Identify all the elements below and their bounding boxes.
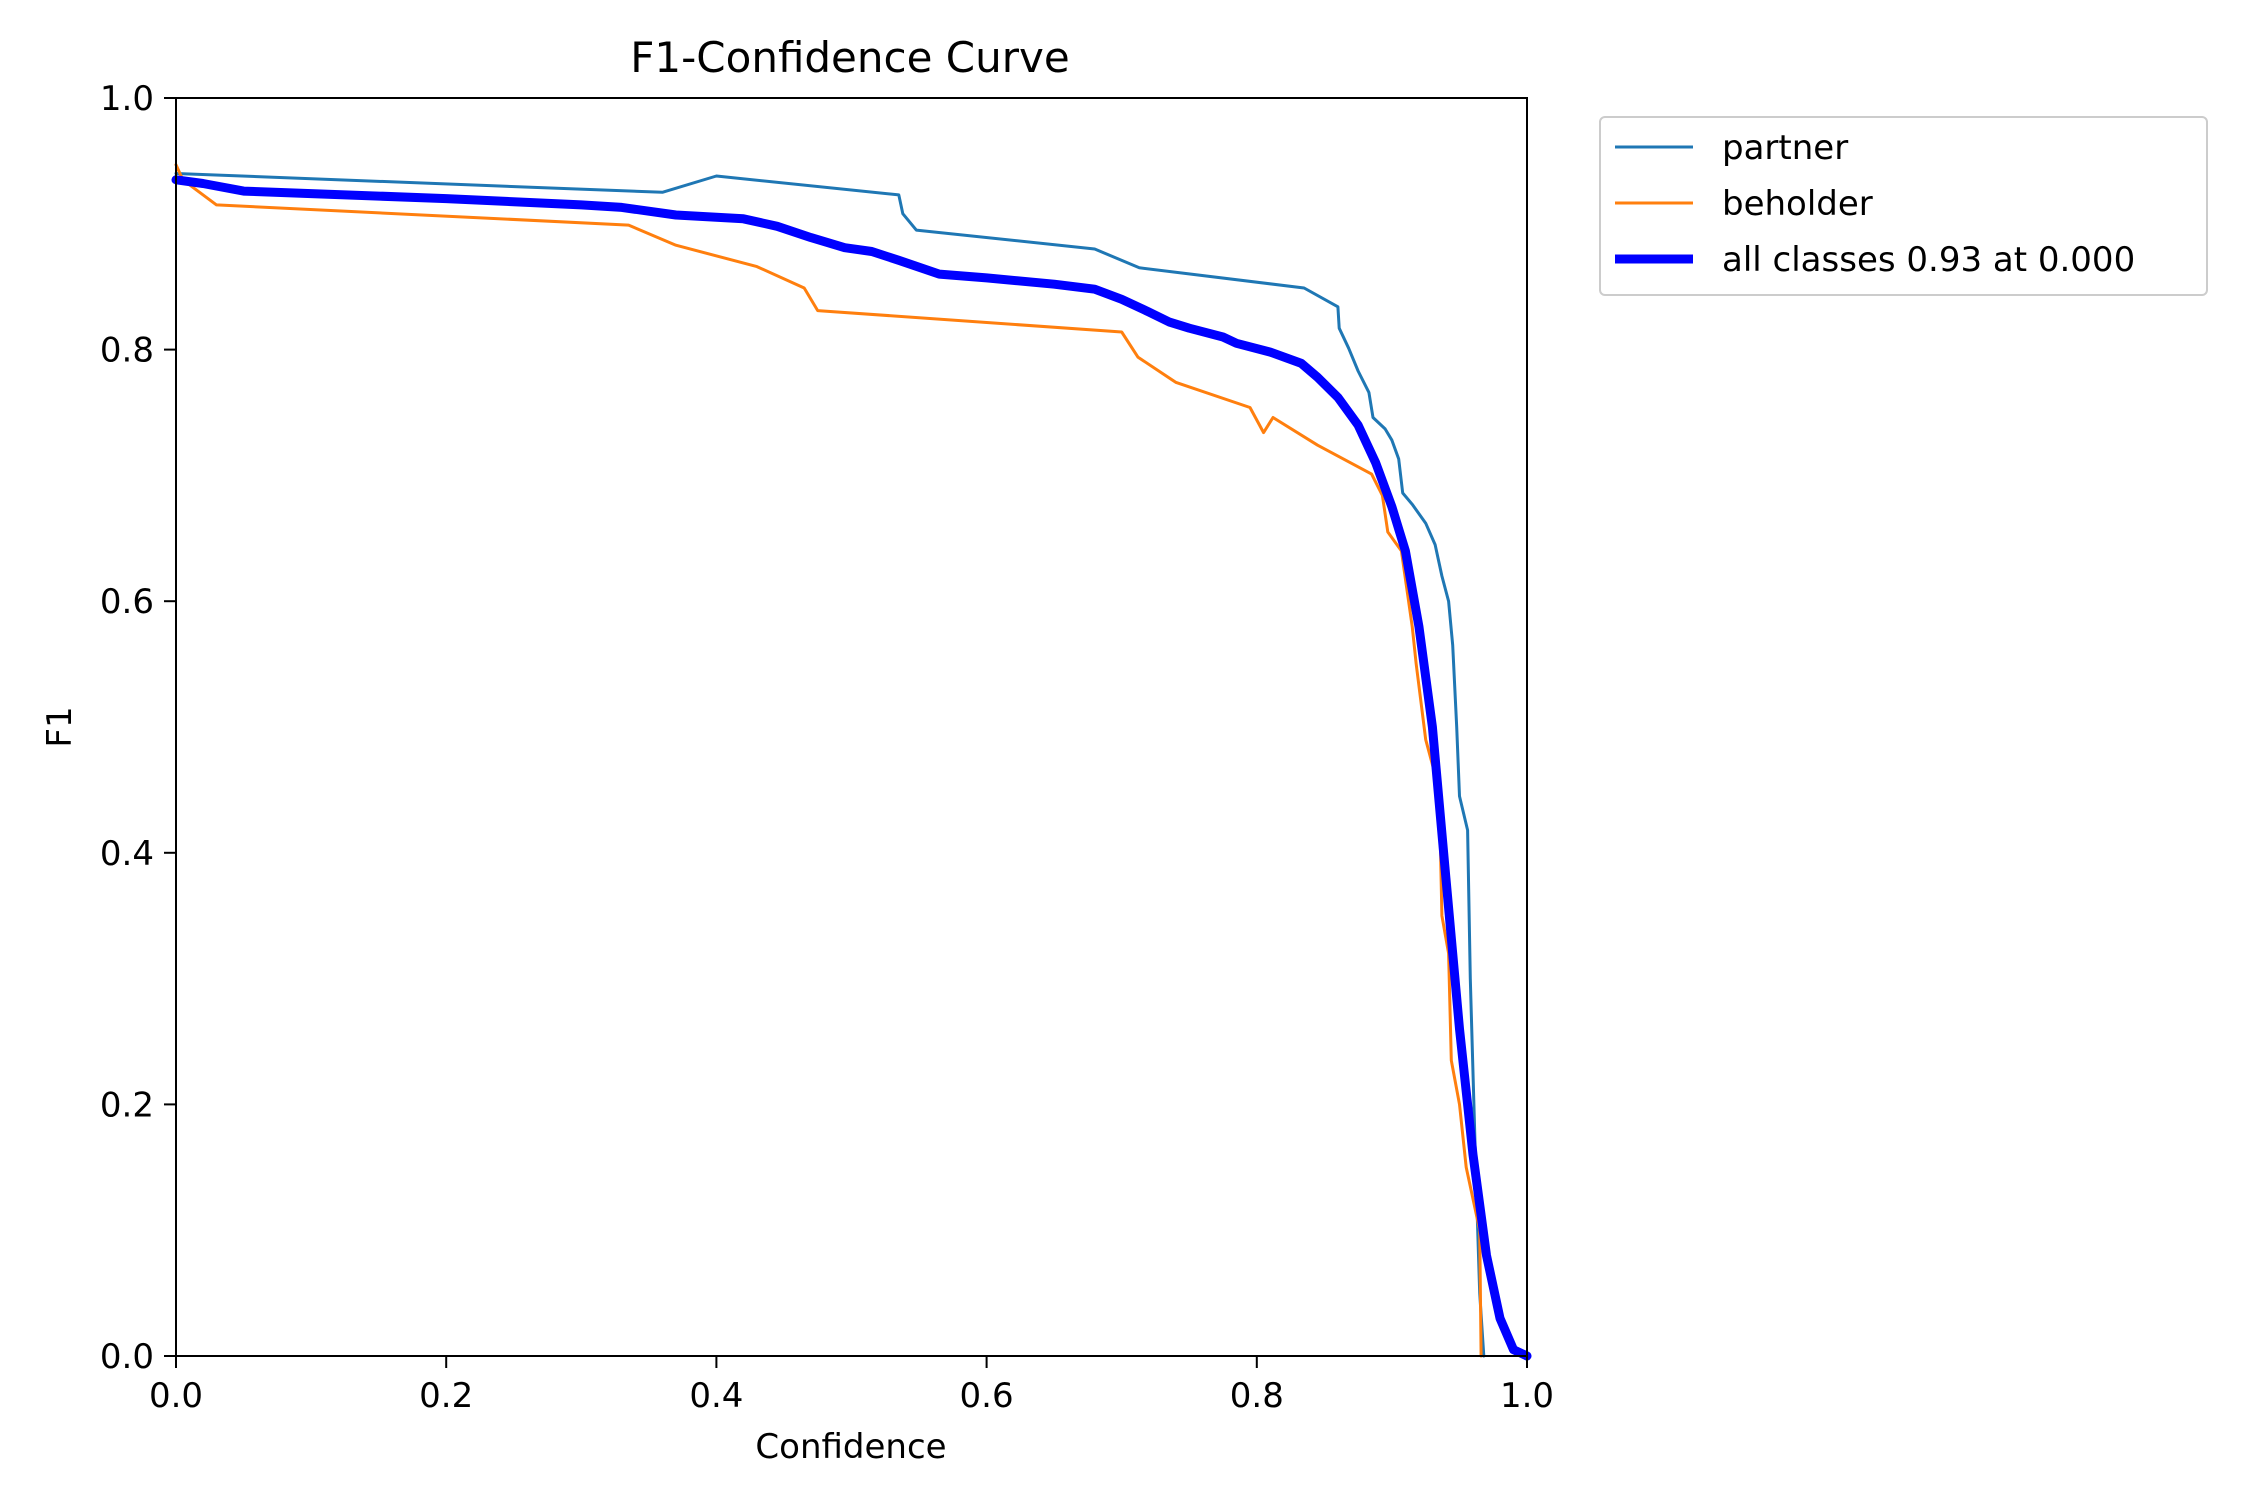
series-layer [171, 163, 1532, 1361]
plot-area-frame [175, 97, 1528, 1357]
y-tick-label: 0.0 [100, 1337, 154, 1377]
x-tick-label: 0.0 [149, 1376, 203, 1416]
legend-label-all-classes-0-93-at-0-000: all classes 0.93 at 0.000 [1722, 240, 2135, 280]
legend-label-beholder: beholder [1722, 184, 1873, 224]
y-tick-label: 0.2 [100, 1085, 154, 1125]
x-axis-label: Confidence [755, 1427, 946, 1467]
x-tick-label: 0.2 [419, 1376, 473, 1416]
x-tick-label: 1.0 [1500, 1376, 1554, 1416]
y-tick-label: 1.0 [100, 79, 154, 119]
chart-title: F1-Confidence Curve [630, 33, 1069, 82]
legend-frame [1599, 116, 2208, 296]
y-tick-label: 0.8 [100, 331, 154, 371]
series-line-beholder [174, 163, 1483, 1358]
x-tick-label: 0.4 [689, 1376, 743, 1416]
x-tick-label: 0.6 [960, 1376, 1014, 1416]
legend-label-partner: partner [1722, 128, 1848, 168]
legend: partner beholder all classes 0.93 at 0.000 [1599, 116, 2208, 296]
y-tick-label: 0.4 [100, 834, 154, 874]
y-axis-label: F1 [40, 706, 80, 747]
x-axis: 0.0 0.2 0.4 0.6 0.8 1.0 [149, 1356, 1554, 1416]
x-tick-label: 0.8 [1230, 1376, 1284, 1416]
series-line-partner [174, 172, 1486, 1358]
y-axis: 0.0 0.2 0.4 0.6 0.8 1.0 [100, 79, 176, 1377]
y-tick-label: 0.6 [100, 582, 154, 622]
series-line-all-classes-0-93-at-0-000 [171, 175, 1532, 1361]
